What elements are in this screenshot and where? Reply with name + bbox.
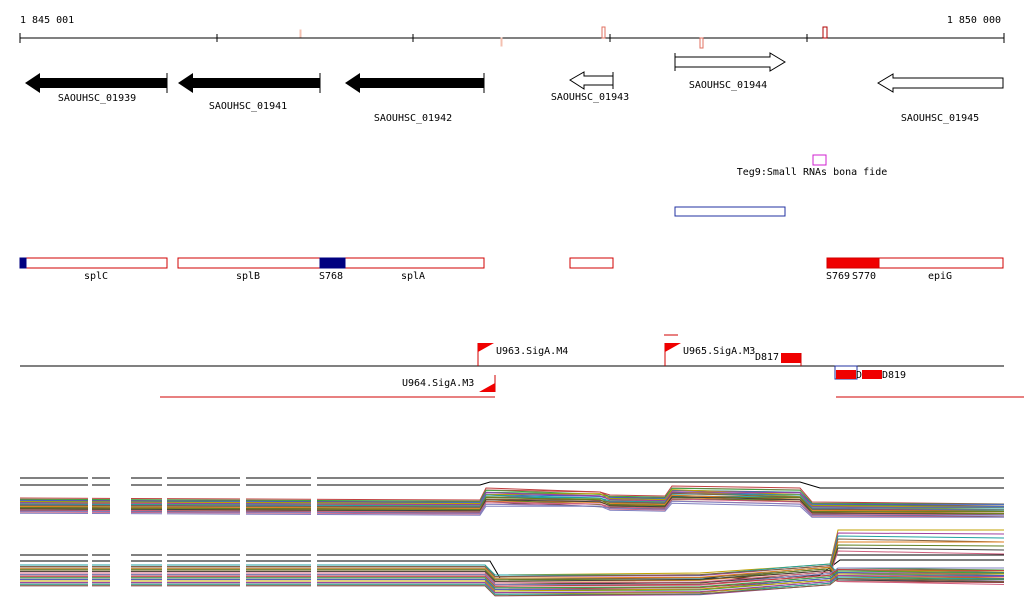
- profile-line: [20, 481, 1004, 489]
- profile-line: [19, 485, 1005, 505]
- ruler-start: 1 845 001: [20, 15, 74, 26]
- profile-line: [20, 567, 1004, 586]
- profile-line: [20, 576, 1005, 595]
- srna-box: [812, 154, 827, 166]
- promoter-label: D817: [755, 352, 779, 363]
- expression-gaps: [88, 470, 317, 610]
- promoter-track: [20, 334, 1024, 398]
- gene-label: SAOUHSC_01945: [901, 113, 979, 124]
- profile-line: [19, 492, 1005, 512]
- gene-arrows: [25, 52, 1004, 93]
- feature-label: S769: [826, 271, 850, 282]
- profile-line: [20, 570, 1005, 589]
- gene-label: SAOUHSC_01942: [374, 113, 452, 124]
- profile-line: [20, 577, 1005, 597]
- feature-label: splC: [84, 271, 108, 282]
- profile-line: [20, 568, 1005, 587]
- profile-line: [19, 497, 1004, 513]
- region-box: [674, 206, 786, 217]
- promoter-label: U965.SigA.M3: [683, 346, 755, 357]
- feature-label: S768: [319, 271, 343, 282]
- profile-line: [19, 487, 1005, 505]
- ruler-marks: [299, 26, 828, 49]
- promoter-label: U964.SigA.M3: [402, 378, 474, 389]
- promoter-label: D819: [882, 370, 906, 381]
- expression-profiles: [19, 477, 1005, 597]
- profile-line: [19, 489, 1004, 505]
- profile-line: [20, 574, 1005, 594]
- srna-label: Teg9:Small RNAs bona fide: [737, 167, 888, 178]
- feature-label: epiG: [928, 271, 952, 282]
- ruler-axis: [19, 33, 1005, 43]
- profile-line: [19, 493, 1004, 509]
- profile-line: [19, 502, 1004, 518]
- gene-label: SAOUHSC_01941: [209, 101, 287, 112]
- gene-label: SAOUHSC_01939: [58, 93, 136, 104]
- feature-label: splB: [236, 271, 260, 282]
- gene-label: SAOUHSC_01943: [551, 92, 629, 103]
- profile-line: [20, 573, 1004, 592]
- profile-line: [19, 491, 1005, 509]
- promoter-label: U963.SigA.M4: [496, 346, 568, 357]
- feature-label: S770: [852, 271, 876, 282]
- profile-line: [19, 498, 1005, 516]
- gene-label: SAOUHSC_01944: [689, 80, 767, 91]
- promoter-label: D: [856, 370, 862, 381]
- profile-line: [19, 500, 1004, 516]
- profile-line: [19, 496, 1005, 516]
- ruler-end: 1 850 000: [947, 15, 1001, 26]
- profile-line: [20, 571, 1005, 590]
- feature-boxes: [19, 257, 1004, 269]
- feature-label: splA: [401, 271, 425, 282]
